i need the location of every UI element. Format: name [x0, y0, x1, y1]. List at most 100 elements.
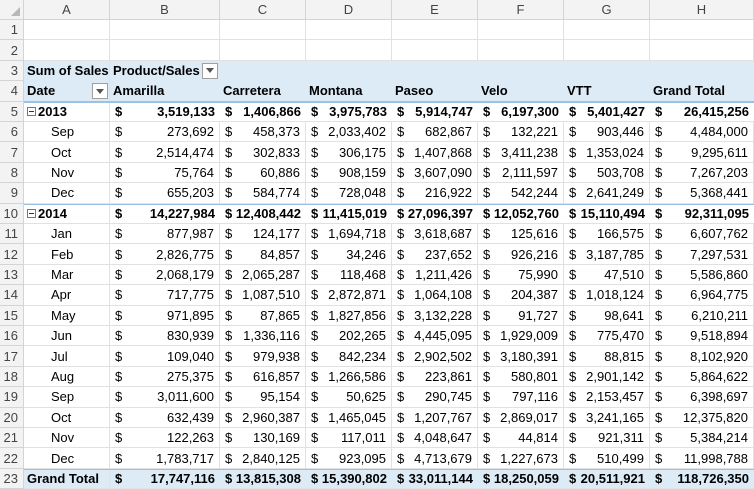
- column-header-montana[interactable]: Montana: [306, 81, 392, 102]
- value-cell[interactable]: $60,886: [220, 162, 306, 184]
- column-header-h[interactable]: H: [650, 0, 754, 20]
- value-cell[interactable]: $1,227,673: [478, 448, 564, 469]
- value-cell[interactable]: $1,407,868: [392, 142, 478, 163]
- row-header-4[interactable]: 4: [0, 81, 24, 102]
- row-header-21[interactable]: 21: [0, 428, 24, 449]
- value-cell[interactable]: $3,011,600: [110, 387, 220, 408]
- value-cell[interactable]: $6,197,300: [478, 102, 564, 122]
- value-cell[interactable]: $117,011: [306, 428, 392, 449]
- value-cell[interactable]: $2,872,871: [306, 285, 392, 306]
- row-filter-dropdown-button[interactable]: [92, 83, 108, 100]
- value-cell[interactable]: $98,641: [564, 305, 650, 326]
- value-cell[interactable]: $2,902,502: [392, 346, 478, 367]
- row-header-9[interactable]: 9: [0, 183, 24, 204]
- month-label[interactable]: Oct: [24, 407, 110, 428]
- value-cell[interactable]: $728,048: [306, 183, 392, 204]
- month-label[interactable]: Nov: [24, 428, 110, 449]
- grand-total-cell[interactable]: $15,390,802: [306, 469, 392, 489]
- value-cell[interactable]: $542,244: [478, 183, 564, 204]
- cell[interactable]: [650, 61, 754, 81]
- column-header-amarilla[interactable]: Amarilla: [110, 81, 220, 102]
- value-cell[interactable]: $118,468: [306, 264, 392, 286]
- value-cell[interactable]: $5,384,214: [650, 428, 754, 449]
- value-cell[interactable]: $2,068,179: [110, 264, 220, 286]
- value-cell[interactable]: $275,375: [110, 366, 220, 388]
- month-label[interactable]: Jun: [24, 326, 110, 347]
- value-cell[interactable]: $237,652: [392, 244, 478, 265]
- value-cell[interactable]: $5,401,427: [564, 102, 650, 122]
- value-cell[interactable]: $1,087,510: [220, 285, 306, 306]
- row-header-2[interactable]: 2: [0, 40, 24, 61]
- row-header-1[interactable]: 1: [0, 20, 24, 41]
- cell[interactable]: [392, 40, 478, 61]
- value-cell[interactable]: $87,865: [220, 305, 306, 326]
- value-cell[interactable]: $2,869,017: [478, 407, 564, 428]
- value-cell[interactable]: $1,929,009: [478, 326, 564, 347]
- value-cell[interactable]: $6,964,775: [650, 285, 754, 306]
- value-cell[interactable]: $166,575: [564, 224, 650, 245]
- grand-total-label[interactable]: Grand Total: [24, 468, 110, 489]
- value-cell[interactable]: $27,096,397: [392, 204, 478, 224]
- value-cell[interactable]: $979,938: [220, 346, 306, 367]
- value-cell[interactable]: $9,518,894: [650, 326, 754, 347]
- column-filter-dropdown-button[interactable]: [202, 62, 218, 79]
- value-cell[interactable]: $3,618,687: [392, 224, 478, 245]
- value-cell[interactable]: $91,727: [478, 305, 564, 326]
- value-cell[interactable]: $1,018,124: [564, 285, 650, 306]
- value-cell[interactable]: $8,102,920: [650, 346, 754, 367]
- value-cell[interactable]: $3,975,783: [306, 102, 392, 122]
- column-header-b[interactable]: B: [110, 0, 220, 20]
- value-cell[interactable]: $1,406,866: [220, 102, 306, 122]
- value-cell[interactable]: $4,445,095: [392, 326, 478, 347]
- year-label-2013[interactable]: 2013: [24, 101, 110, 122]
- value-cell[interactable]: $216,922: [392, 183, 478, 204]
- value-cell[interactable]: $44,814: [478, 428, 564, 449]
- value-cell[interactable]: $2,033,402: [306, 122, 392, 143]
- value-cell[interactable]: $1,336,116: [220, 326, 306, 347]
- value-cell[interactable]: $9,295,611: [650, 142, 754, 163]
- value-cell[interactable]: $503,708: [564, 162, 650, 184]
- value-cell[interactable]: $15,110,494: [564, 204, 650, 224]
- value-cell[interactable]: $75,764: [110, 162, 220, 184]
- grand-total-cell[interactable]: $20,511,921: [564, 469, 650, 489]
- column-header-g[interactable]: G: [564, 0, 650, 20]
- value-cell[interactable]: $88,815: [564, 346, 650, 367]
- cell[interactable]: [24, 40, 110, 61]
- value-cell[interactable]: $92,311,095: [650, 204, 754, 224]
- value-cell[interactable]: $1,353,024: [564, 142, 650, 163]
- value-cell[interactable]: $3,241,165: [564, 407, 650, 428]
- row-header-15[interactable]: 15: [0, 305, 24, 326]
- value-cell[interactable]: $2,111,597: [478, 162, 564, 184]
- value-cell[interactable]: $130,169: [220, 428, 306, 449]
- cell[interactable]: [478, 20, 564, 41]
- month-label[interactable]: Aug: [24, 366, 110, 388]
- value-cell[interactable]: $124,177: [220, 224, 306, 245]
- value-cell[interactable]: $26,415,256: [650, 102, 754, 122]
- value-cell[interactable]: $109,040: [110, 346, 220, 367]
- value-cell[interactable]: $903,446: [564, 122, 650, 143]
- value-cell[interactable]: $923,095: [306, 448, 392, 469]
- month-label[interactable]: Oct: [24, 142, 110, 163]
- row-header-18[interactable]: 18: [0, 366, 24, 388]
- grand-total-cell[interactable]: $18,250,059: [478, 469, 564, 489]
- value-cell[interactable]: $302,833: [220, 142, 306, 163]
- year-label-2014[interactable]: 2014: [24, 203, 110, 224]
- pivot-columns-label[interactable]: Product/Sales: [113, 63, 200, 79]
- cell[interactable]: [110, 40, 220, 61]
- row-header-17[interactable]: 17: [0, 346, 24, 367]
- value-cell[interactable]: $7,297,531: [650, 244, 754, 265]
- cell[interactable]: [650, 40, 754, 61]
- column-header-carretera[interactable]: Carretera: [220, 81, 306, 102]
- value-cell[interactable]: $12,052,760: [478, 204, 564, 224]
- column-header-velo[interactable]: Velo: [478, 81, 564, 102]
- value-cell[interactable]: $1,783,717: [110, 448, 220, 469]
- month-label[interactable]: Nov: [24, 162, 110, 184]
- value-cell[interactable]: $2,153,457: [564, 387, 650, 408]
- column-header-a[interactable]: A: [24, 0, 110, 20]
- value-cell[interactable]: $4,713,679: [392, 448, 478, 469]
- cell[interactable]: [650, 20, 754, 41]
- cell[interactable]: [564, 40, 650, 61]
- row-header-23[interactable]: 23: [0, 468, 24, 489]
- row-header-6[interactable]: 6: [0, 122, 24, 143]
- cell[interactable]: [110, 20, 220, 41]
